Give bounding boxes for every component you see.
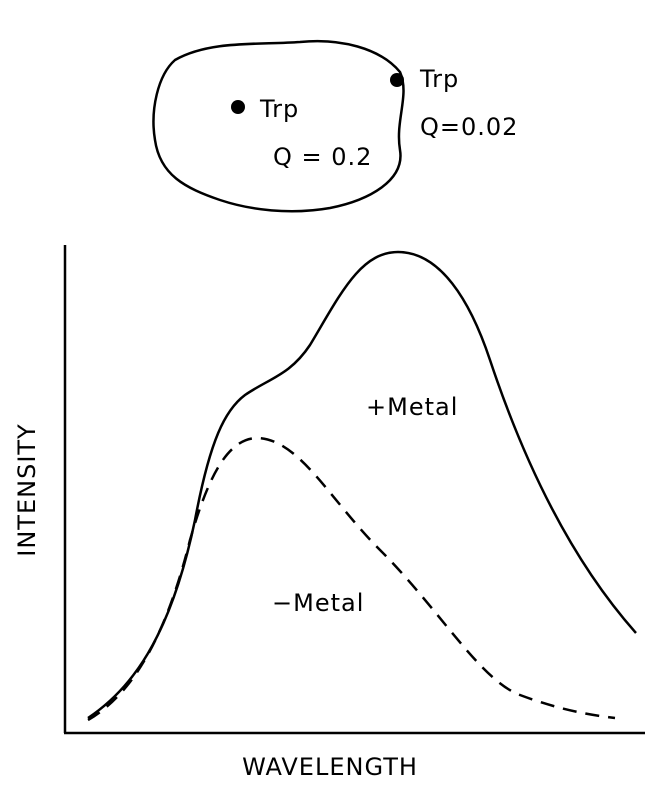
- x-axis-label: WAVELENGTH: [242, 753, 418, 781]
- without-metal-label: −Metal: [272, 589, 364, 617]
- inner-trp-dot: [231, 100, 245, 114]
- surface-trp-dot: [390, 73, 404, 87]
- inner-trp-label: Trp: [259, 95, 299, 123]
- inner-q-label: Q = 0.2: [273, 143, 372, 171]
- y-axis-label: INTENSITY: [13, 423, 41, 556]
- curve-without-metal: [87, 436, 616, 722]
- surface-q-label: Q=0.02: [420, 113, 518, 141]
- protein-outline: [152, 39, 405, 213]
- curve-with-metal: [87, 250, 637, 720]
- surface-trp-label: Trp: [419, 65, 459, 93]
- with-metal-label: +Metal: [366, 393, 458, 421]
